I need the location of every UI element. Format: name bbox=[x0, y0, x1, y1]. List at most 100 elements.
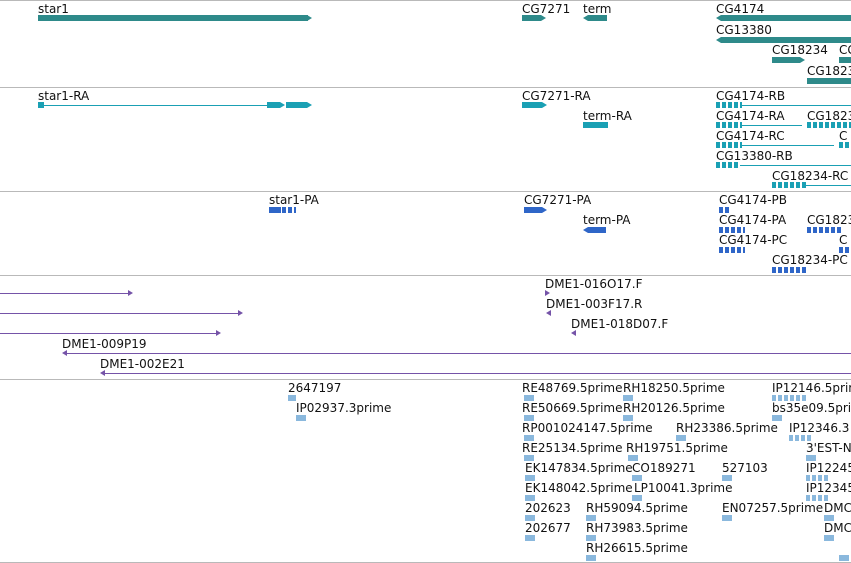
gene-feature-cg1823[interactable] bbox=[807, 78, 851, 84]
est-label[interactable]: RH59094.5prime bbox=[586, 501, 688, 515]
protein-label-cg4174-pb[interactable]: CG4174-PB bbox=[719, 193, 788, 207]
gene-label-partial[interactable]: CG bbox=[839, 43, 851, 57]
exon bbox=[772, 182, 806, 188]
protein-label-star1-pa[interactable]: star1-PA bbox=[269, 193, 319, 207]
est-label[interactable]: RE25134.5prime bbox=[522, 441, 623, 455]
est-label[interactable]: EK147834.5prime bbox=[525, 461, 633, 475]
est-label[interactable]: bs35e09.5prime bbox=[772, 401, 851, 415]
est-feature[interactable] bbox=[525, 495, 535, 501]
est-feature[interactable] bbox=[806, 475, 830, 481]
est-feature[interactable] bbox=[623, 395, 633, 401]
est-label[interactable]: EK148042.5prime bbox=[525, 481, 633, 495]
transcript-label-cg4174-rc[interactable]: CG4174-RC bbox=[716, 129, 785, 143]
est-feature[interactable] bbox=[789, 435, 813, 441]
gene-feature-cg18234[interactable] bbox=[772, 57, 800, 63]
est-label[interactable]: LP10041.3prime bbox=[634, 481, 733, 495]
est-label[interactable]: 2647197 bbox=[288, 381, 342, 395]
est-label[interactable]: IP02937.3prime bbox=[296, 401, 392, 415]
gene-label-term[interactable]: term bbox=[583, 2, 612, 16]
est-label[interactable]: 527103 bbox=[722, 461, 768, 475]
gene-label-cg1823[interactable]: CG1823 bbox=[807, 64, 851, 78]
protein-label-cg1823[interactable]: CG1823 bbox=[807, 213, 851, 227]
est-feature[interactable] bbox=[632, 475, 642, 481]
est-feature[interactable] bbox=[722, 475, 732, 481]
clone-label-dme1-003f17[interactable]: DME1-003F17.R bbox=[546, 297, 643, 311]
transcript-label-term-ra[interactable]: term-RA bbox=[583, 109, 632, 123]
gene-feature-cg7271[interactable] bbox=[522, 15, 541, 21]
est-feature[interactable] bbox=[525, 515, 535, 521]
est-feature[interactable] bbox=[806, 495, 830, 501]
est-label[interactable]: RH19751.5prime bbox=[626, 441, 728, 455]
protein-label-term-pa[interactable]: term-PA bbox=[583, 213, 631, 227]
gene-feature-term[interactable] bbox=[588, 15, 607, 21]
est-label[interactable]: RH26615.5prime bbox=[586, 541, 688, 555]
transcript-label-cg13380-rb[interactable]: CG13380-RB bbox=[716, 149, 793, 163]
est-feature[interactable] bbox=[839, 555, 849, 561]
est-feature[interactable] bbox=[525, 475, 535, 481]
est-label[interactable]: RE50669.5prime bbox=[522, 401, 623, 415]
est-label[interactable]: IP12346.3 bbox=[789, 421, 850, 435]
est-label[interactable]: 202677 bbox=[525, 521, 571, 535]
clone-label-dme1-018d07[interactable]: DME1-018D07.F bbox=[571, 317, 669, 331]
transcript-label-partial[interactable]: C bbox=[839, 129, 848, 143]
est-label[interactable]: RH23386.5prime bbox=[676, 421, 778, 435]
est-feature[interactable] bbox=[586, 515, 596, 521]
protein-label-cg4174-pa[interactable]: CG4174-PA bbox=[719, 213, 787, 227]
est-feature[interactable] bbox=[288, 395, 296, 401]
transcript-label-cg7271-ra[interactable]: CG7271-RA bbox=[522, 89, 591, 103]
est-label[interactable]: EN07257.5prime bbox=[722, 501, 824, 515]
est-feature[interactable] bbox=[524, 455, 534, 461]
est-feature[interactable] bbox=[824, 515, 834, 521]
transcript-label-cg4174-ra[interactable]: CG4174-RA bbox=[716, 109, 785, 123]
gene-feature-cg4174[interactable] bbox=[721, 15, 851, 21]
gene-label-cg4174[interactable]: CG4174 bbox=[716, 2, 765, 16]
est-feature[interactable] bbox=[632, 495, 642, 501]
est-label[interactable]: RP001024147.5prime bbox=[522, 421, 653, 435]
est-feature[interactable] bbox=[524, 435, 534, 441]
est-feature[interactable] bbox=[806, 455, 816, 461]
transcript-label-cg1823[interactable]: CG1823 bbox=[807, 109, 851, 123]
est-label[interactable]: IP12345 bbox=[806, 481, 851, 495]
transcript-label-cg18234-rc[interactable]: CG18234-RC bbox=[772, 169, 849, 183]
est-label[interactable]: 202623 bbox=[525, 501, 571, 515]
protein-label-cg4174-pc[interactable]: CG4174-PC bbox=[719, 233, 788, 247]
est-feature[interactable] bbox=[296, 415, 306, 421]
protein-label-partial[interactable]: C bbox=[839, 233, 848, 247]
gene-feature-cg13380[interactable] bbox=[721, 37, 851, 43]
est-label[interactable]: IP12146.5prime bbox=[772, 381, 851, 395]
clone-label-dme1-016o17[interactable]: DME1-016O17.F bbox=[545, 277, 643, 291]
est-feature[interactable] bbox=[623, 415, 633, 421]
est-label[interactable]: DMC bbox=[824, 501, 851, 515]
est-feature[interactable] bbox=[772, 395, 808, 401]
est-feature[interactable] bbox=[524, 415, 534, 421]
est-feature[interactable] bbox=[628, 455, 638, 461]
gene-label-star1[interactable]: star1 bbox=[38, 2, 69, 16]
est-label[interactable]: RE48769.5prime bbox=[522, 381, 623, 395]
est-feature[interactable] bbox=[525, 535, 535, 541]
transcript-label-star1-ra[interactable]: star1-RA bbox=[38, 89, 90, 103]
gene-feature-partial[interactable] bbox=[839, 57, 851, 63]
est-feature[interactable] bbox=[586, 555, 596, 561]
est-feature[interactable] bbox=[676, 435, 686, 441]
gene-label-cg7271[interactable]: CG7271 bbox=[522, 2, 571, 16]
est-feature[interactable] bbox=[824, 535, 834, 541]
est-label[interactable]: RH18250.5prime bbox=[623, 381, 725, 395]
est-label[interactable]: RH20126.5prime bbox=[623, 401, 725, 415]
clone-label-dme1-009p19[interactable]: DME1-009P19 bbox=[62, 337, 147, 351]
gene-feature-star1[interactable] bbox=[38, 15, 308, 21]
gene-label-cg18234[interactable]: CG18234 bbox=[772, 43, 828, 57]
protein-label-cg18234-pc[interactable]: CG18234-PC bbox=[772, 253, 848, 267]
est-label[interactable]: CO189271 bbox=[632, 461, 696, 475]
est-feature[interactable] bbox=[586, 535, 596, 541]
est-label[interactable]: IP12245 bbox=[806, 461, 851, 475]
est-feature[interactable] bbox=[722, 515, 732, 521]
est-feature[interactable] bbox=[524, 395, 534, 401]
gene-label-cg13380[interactable]: CG13380 bbox=[716, 23, 772, 37]
est-label[interactable]: DMC bbox=[824, 521, 851, 535]
clone-label-dme1-002e21[interactable]: DME1-002E21 bbox=[100, 357, 185, 371]
transcript-label-cg4174-rb[interactable]: CG4174-RB bbox=[716, 89, 786, 103]
protein-label-cg7271-pa[interactable]: CG7271-PA bbox=[524, 193, 592, 207]
est-label[interactable]: 3'EST-N bbox=[806, 441, 851, 455]
est-feature[interactable] bbox=[772, 415, 782, 421]
est-label[interactable]: RH73983.5prime bbox=[586, 521, 688, 535]
